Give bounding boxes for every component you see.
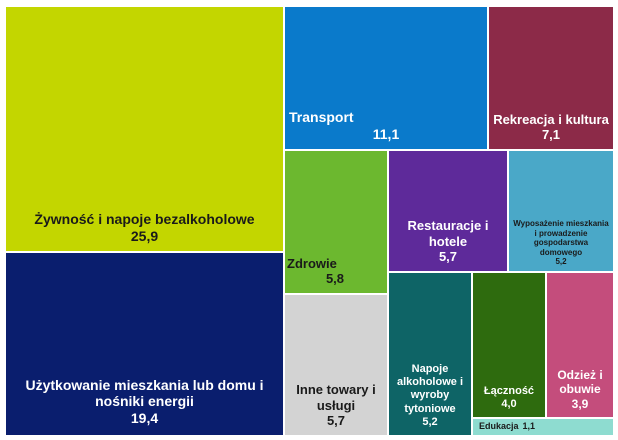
treemap-tile-value: 7,1 [541, 127, 561, 143]
treemap-tile-housing: Użytkowanie mieszkania lub domu i nośnik… [5, 252, 284, 436]
treemap-tile-other: Inne towary i usługi 5,7 [284, 294, 388, 436]
treemap-tile-value: 5,2 [555, 257, 567, 267]
treemap-tile-value: 11,1 [372, 126, 400, 143]
treemap-tile-label: Odzież i obuwie [557, 367, 603, 397]
treemap-tile-recreation: Rekreacja i kultura 7,1 [488, 6, 614, 150]
treemap-tile-label: Zdrowie [287, 255, 337, 271]
treemap-tile-value: 5,7 [326, 413, 346, 429]
treemap-tile-label: Wyposażenie mieszkania i prowadzenie gos… [513, 219, 609, 257]
treemap-tile-label: Edukacja [479, 420, 519, 431]
treemap-tile-food: Żywność i napoje bezalkoholowe 25,9 [5, 6, 284, 252]
treemap-tile-furnishing: Wyposażenie mieszkania i prowadzenie gos… [508, 150, 614, 272]
treemap-tile-label: Żywność i napoje bezalkoholowe [34, 211, 255, 228]
treemap-tile-health: Zdrowie 5,8 [284, 150, 388, 294]
treemap-tile-value: 5,8 [325, 271, 345, 287]
treemap-tile-label: Inne towary i usługi [296, 382, 376, 413]
treemap-tile-value: 3,9 [571, 396, 589, 411]
treemap-tile-label: Użytkowanie mieszkania lub domu i nośnik… [25, 376, 264, 410]
treemap-tile-value: 19,4 [130, 410, 159, 427]
treemap-tile-value: 5,2 [422, 415, 438, 428]
treemap-tile-alcohol: Napoje alkoholowe i wyroby tytoniowe 5,2 [388, 272, 472, 436]
treemap-tile-label: Transport [289, 109, 354, 126]
treemap-tile-transport: Transport 11,1 [284, 6, 488, 150]
treemap-tile-label: Łączność [483, 384, 535, 397]
treemap-tile-education: Edukacja 1,1 [472, 418, 614, 436]
treemap-tile-label: Restauracje i hotele [407, 218, 489, 249]
treemap-tile-label: Rekreacja i kultura [493, 111, 609, 127]
treemap-tile-value: 25,9 [130, 228, 159, 245]
treemap-tile-clothing: Odzież i obuwie 3,9 [546, 272, 614, 418]
treemap-tile-value: 5,7 [438, 249, 458, 265]
treemap-tile-communication: Łączność 4,0 [472, 272, 546, 418]
treemap-tile-value: 4,0 [501, 397, 517, 410]
treemap-tile-restaurants: Restauracje i hotele 5,7 [388, 150, 508, 272]
treemap-tile-value: 1,1 [522, 420, 536, 431]
treemap-tile-label: Napoje alkoholowe i wyroby tytoniowe [396, 363, 463, 415]
